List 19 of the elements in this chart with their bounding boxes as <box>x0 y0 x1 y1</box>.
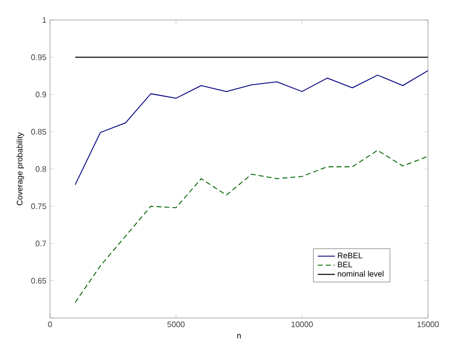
legend-label: ReBEL <box>338 252 362 258</box>
y-tick-label: 0.85 <box>31 128 46 135</box>
x-tick-label: 10000 <box>291 322 313 328</box>
y-tick-label: 0.95 <box>31 54 46 60</box>
y-tick-label: 0.65 <box>31 278 46 284</box>
y-axis-title: Coverage probability <box>16 132 24 206</box>
y-tick-label: 0.7 <box>36 240 46 246</box>
y-tick-label: 0.9 <box>36 92 46 98</box>
y-tick-label: 1 <box>42 17 46 23</box>
line-series <box>74 70 428 186</box>
line-series <box>74 150 428 303</box>
x-tick-label: 15000 <box>417 322 439 328</box>
y-tick-label: 0.75 <box>31 203 46 210</box>
legend-label: BEL <box>338 262 352 268</box>
x-tick-label: 0 <box>48 322 52 328</box>
x-axis-title: n <box>237 334 241 338</box>
legend-label: nominal level <box>338 270 384 277</box>
y-tick-label: 0.8 <box>36 166 46 172</box>
x-tick-label: 5000 <box>167 322 185 328</box>
